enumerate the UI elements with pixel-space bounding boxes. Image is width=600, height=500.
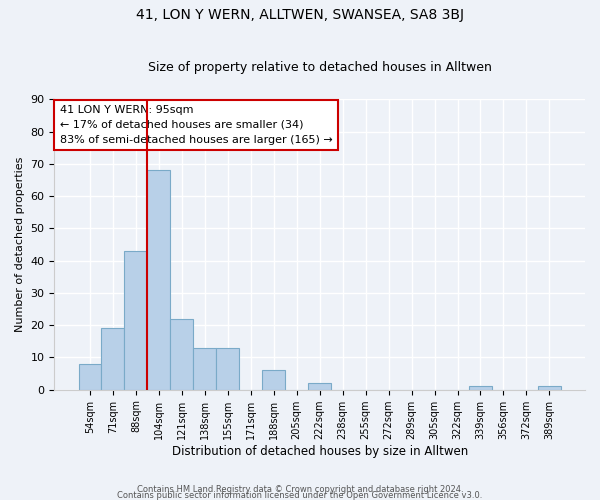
Bar	[308, 384, 331, 390]
Bar	[217, 348, 239, 390]
Y-axis label: Number of detached properties: Number of detached properties	[15, 157, 25, 332]
Bar	[148, 170, 170, 390]
Bar	[262, 370, 285, 390]
Bar	[79, 364, 101, 390]
Bar	[170, 318, 193, 390]
Bar	[101, 328, 124, 390]
Text: Contains HM Land Registry data © Crown copyright and database right 2024.: Contains HM Land Registry data © Crown c…	[137, 485, 463, 494]
Text: 41, LON Y WERN, ALLTWEN, SWANSEA, SA8 3BJ: 41, LON Y WERN, ALLTWEN, SWANSEA, SA8 3B…	[136, 8, 464, 22]
Text: 41 LON Y WERN: 95sqm
← 17% of detached houses are smaller (34)
83% of semi-detac: 41 LON Y WERN: 95sqm ← 17% of detached h…	[60, 105, 332, 144]
Bar	[469, 386, 492, 390]
Text: Contains public sector information licensed under the Open Government Licence v3: Contains public sector information licen…	[118, 490, 482, 500]
Bar	[538, 386, 561, 390]
Title: Size of property relative to detached houses in Alltwen: Size of property relative to detached ho…	[148, 62, 491, 74]
Bar	[193, 348, 217, 390]
X-axis label: Distribution of detached houses by size in Alltwen: Distribution of detached houses by size …	[172, 444, 468, 458]
Bar	[124, 251, 148, 390]
